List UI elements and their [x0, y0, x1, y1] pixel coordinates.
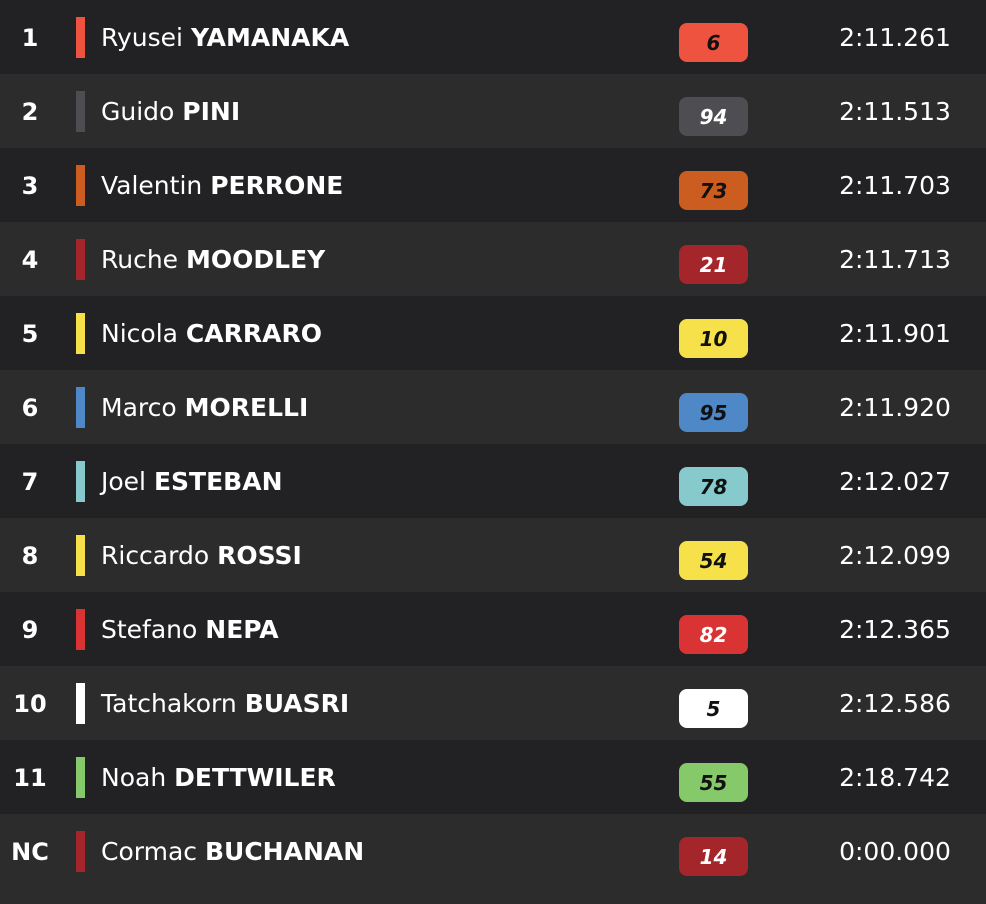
rider-name: Noah DETTWILER [101, 760, 336, 796]
last-name: PINI [182, 97, 241, 126]
first-name: Nicola [101, 319, 178, 348]
result-row[interactable]: 9 Stefano NEPA 82 2:12.365 [0, 592, 986, 666]
position: 2 [21, 98, 39, 126]
position: 1 [21, 24, 39, 52]
lap-time: 2:11.513 [839, 97, 951, 126]
rider-name: Nicola CARRARO [101, 316, 322, 352]
first-name: Guido [101, 97, 175, 126]
position: 3 [21, 172, 39, 200]
last-name: CARRARO [185, 319, 322, 348]
first-name: Ruche [101, 245, 179, 274]
rider-number-badge: 6 [679, 23, 748, 62]
rider-name: Cormac BUCHANAN [101, 834, 364, 870]
position: NC [11, 838, 49, 866]
result-row[interactable]: 11 Noah DETTWILER 55 2:18.742 [0, 740, 986, 814]
lap-time: 2:11.901 [839, 319, 951, 348]
first-name: Joel [101, 467, 146, 496]
position: 8 [21, 542, 39, 570]
first-name: Ryusei [101, 23, 183, 52]
rider-number-badge: 78 [679, 467, 748, 506]
result-row[interactable]: 1 Ryusei YAMANAKA 6 2:11.261 [0, 0, 986, 74]
first-name: Stefano [101, 615, 198, 644]
lap-time: 2:12.099 [839, 541, 951, 570]
rider-number-badge: 21 [679, 245, 748, 284]
team-color-bar [76, 757, 85, 798]
first-name: Valentin [101, 171, 203, 200]
last-name: NEPA [205, 615, 279, 644]
result-row[interactable]: 5 Nicola CARRARO 10 2:11.901 [0, 296, 986, 370]
lap-time: 2:11.920 [839, 393, 951, 422]
rider-number-badge: 14 [679, 837, 748, 876]
position: 10 [13, 690, 47, 718]
team-color-bar [76, 387, 85, 428]
first-name: Riccardo [101, 541, 210, 570]
team-color-bar [76, 683, 85, 724]
last-name: MORELLI [184, 393, 309, 422]
result-row[interactable]: 8 Riccardo ROSSI 54 2:12.099 [0, 518, 986, 592]
result-row[interactable]: 6 Marco MORELLI 95 2:11.920 [0, 370, 986, 444]
rider-name: Ryusei YAMANAKA [101, 20, 349, 56]
lap-time: 2:18.742 [839, 763, 951, 792]
rider-number-badge: 82 [679, 615, 748, 654]
last-name: BUCHANAN [204, 837, 365, 866]
first-name: Marco [101, 393, 177, 422]
result-row[interactable]: 10 Tatchakorn BUASRI 5 2:12.586 [0, 666, 986, 740]
rider-number-badge: 55 [679, 763, 748, 802]
result-row[interactable]: 2 Guido PINI 94 2:11.513 [0, 74, 986, 148]
rider-name: Ruche MOODLEY [101, 242, 325, 278]
rider-number-badge: 10 [679, 319, 748, 358]
position: 7 [21, 468, 39, 496]
rider-number-badge: 95 [679, 393, 748, 432]
last-name: MOODLEY [186, 245, 326, 274]
rider-number-badge: 94 [679, 97, 748, 136]
lap-time: 2:12.027 [839, 467, 951, 496]
last-name: PERRONE [210, 171, 344, 200]
team-color-bar [76, 165, 85, 206]
rider-name: Stefano NEPA [101, 612, 279, 648]
lap-time: 2:12.586 [839, 689, 951, 718]
rider-name: Marco MORELLI [101, 390, 308, 426]
last-name: ROSSI [217, 541, 302, 570]
rider-number-badge: 54 [679, 541, 748, 580]
team-color-bar [76, 313, 85, 354]
lap-time: 2:12.365 [839, 615, 951, 644]
last-name: YAMANAKA [190, 23, 350, 52]
lap-time: 2:11.703 [839, 171, 951, 200]
first-name: Cormac [101, 837, 198, 866]
rider-number-badge: 5 [679, 689, 748, 728]
result-row[interactable]: NC Cormac BUCHANAN 14 0:00.000 [0, 814, 986, 904]
position: 11 [13, 764, 47, 792]
lap-time: 2:11.713 [839, 245, 951, 274]
last-name: BUASRI [244, 689, 350, 718]
rider-name: Valentin PERRONE [101, 168, 343, 204]
position: 5 [21, 320, 39, 348]
first-name: Noah [101, 763, 167, 792]
team-color-bar [76, 91, 85, 132]
team-color-bar [76, 17, 85, 58]
result-row[interactable]: 7 Joel ESTEBAN 78 2:12.027 [0, 444, 986, 518]
team-color-bar [76, 609, 85, 650]
position: 9 [21, 616, 39, 644]
rider-name: Tatchakorn BUASRI [101, 686, 349, 722]
last-name: ESTEBAN [153, 467, 283, 496]
result-row[interactable]: 4 Ruche MOODLEY 21 2:11.713 [0, 222, 986, 296]
result-row[interactable]: 3 Valentin PERRONE 73 2:11.703 [0, 148, 986, 222]
rider-name: Joel ESTEBAN [101, 464, 283, 500]
position: 6 [21, 394, 39, 422]
lap-time: 0:00.000 [839, 837, 951, 866]
rider-number-badge: 73 [679, 171, 748, 210]
last-name: DETTWILER [174, 763, 336, 792]
first-name: Tatchakorn [101, 689, 237, 718]
position: 4 [21, 246, 39, 274]
team-color-bar [76, 239, 85, 280]
team-color-bar [76, 831, 85, 872]
team-color-bar [76, 535, 85, 576]
lap-time: 2:11.261 [839, 23, 951, 52]
team-color-bar [76, 461, 85, 502]
rider-name: Riccardo ROSSI [101, 538, 302, 574]
rider-name: Guido PINI [101, 94, 240, 130]
